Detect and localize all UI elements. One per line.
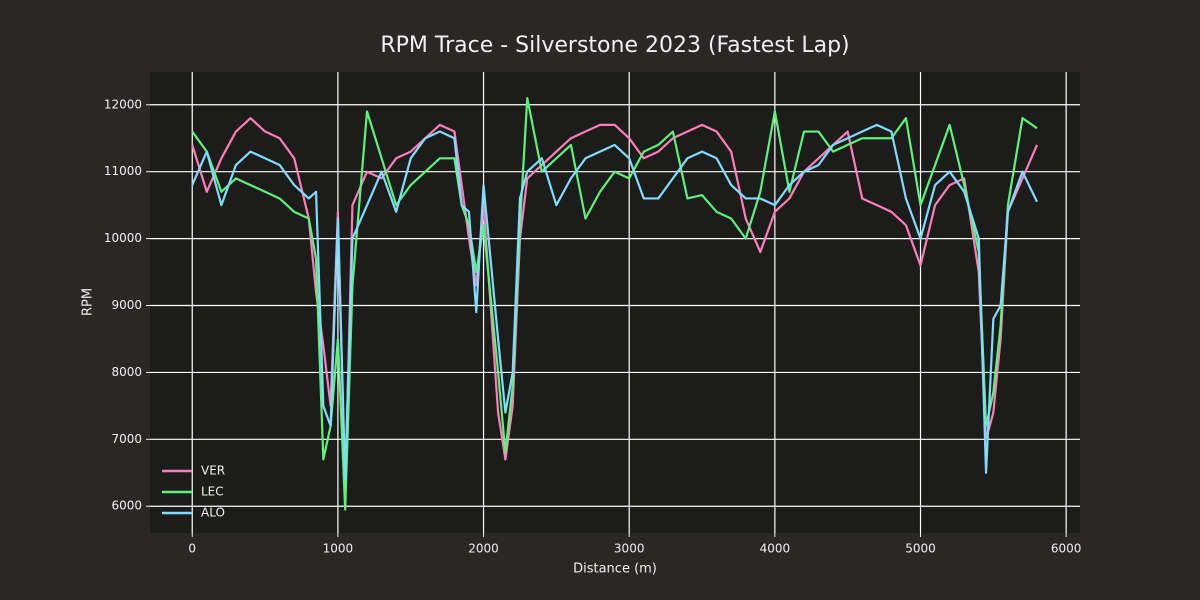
y-tick-label: 9000 bbox=[111, 298, 142, 312]
y-tick-label: 7000 bbox=[111, 432, 142, 446]
x-tick-label: 3000 bbox=[614, 542, 645, 556]
x-tick-label: 4000 bbox=[760, 542, 791, 556]
y-tick-label: 11000 bbox=[104, 164, 142, 178]
y-tick-label: 12000 bbox=[104, 97, 142, 111]
x-tick-label: 0 bbox=[188, 542, 196, 556]
x-tick-label: 1000 bbox=[323, 542, 354, 556]
y-tick-label: 6000 bbox=[111, 499, 142, 513]
series-line bbox=[191, 123, 1039, 481]
legend-label: ALO bbox=[201, 506, 225, 520]
x-axis-label: Distance (m) bbox=[573, 562, 657, 577]
legend-label: VER bbox=[201, 464, 225, 478]
legend-label: LEC bbox=[201, 485, 224, 499]
chart-title: RPM Trace - Silverstone 2023 (Fastest La… bbox=[380, 33, 849, 58]
x-tick-label: 2000 bbox=[468, 542, 499, 556]
y-tick-label: 10000 bbox=[104, 231, 142, 245]
x-tick-label: 5000 bbox=[905, 542, 936, 556]
x-tick-label: 6000 bbox=[1051, 542, 1082, 556]
y-tick-label: 8000 bbox=[111, 365, 142, 379]
y-axis-label: RPM bbox=[81, 288, 96, 316]
plot-area bbox=[150, 72, 1080, 533]
